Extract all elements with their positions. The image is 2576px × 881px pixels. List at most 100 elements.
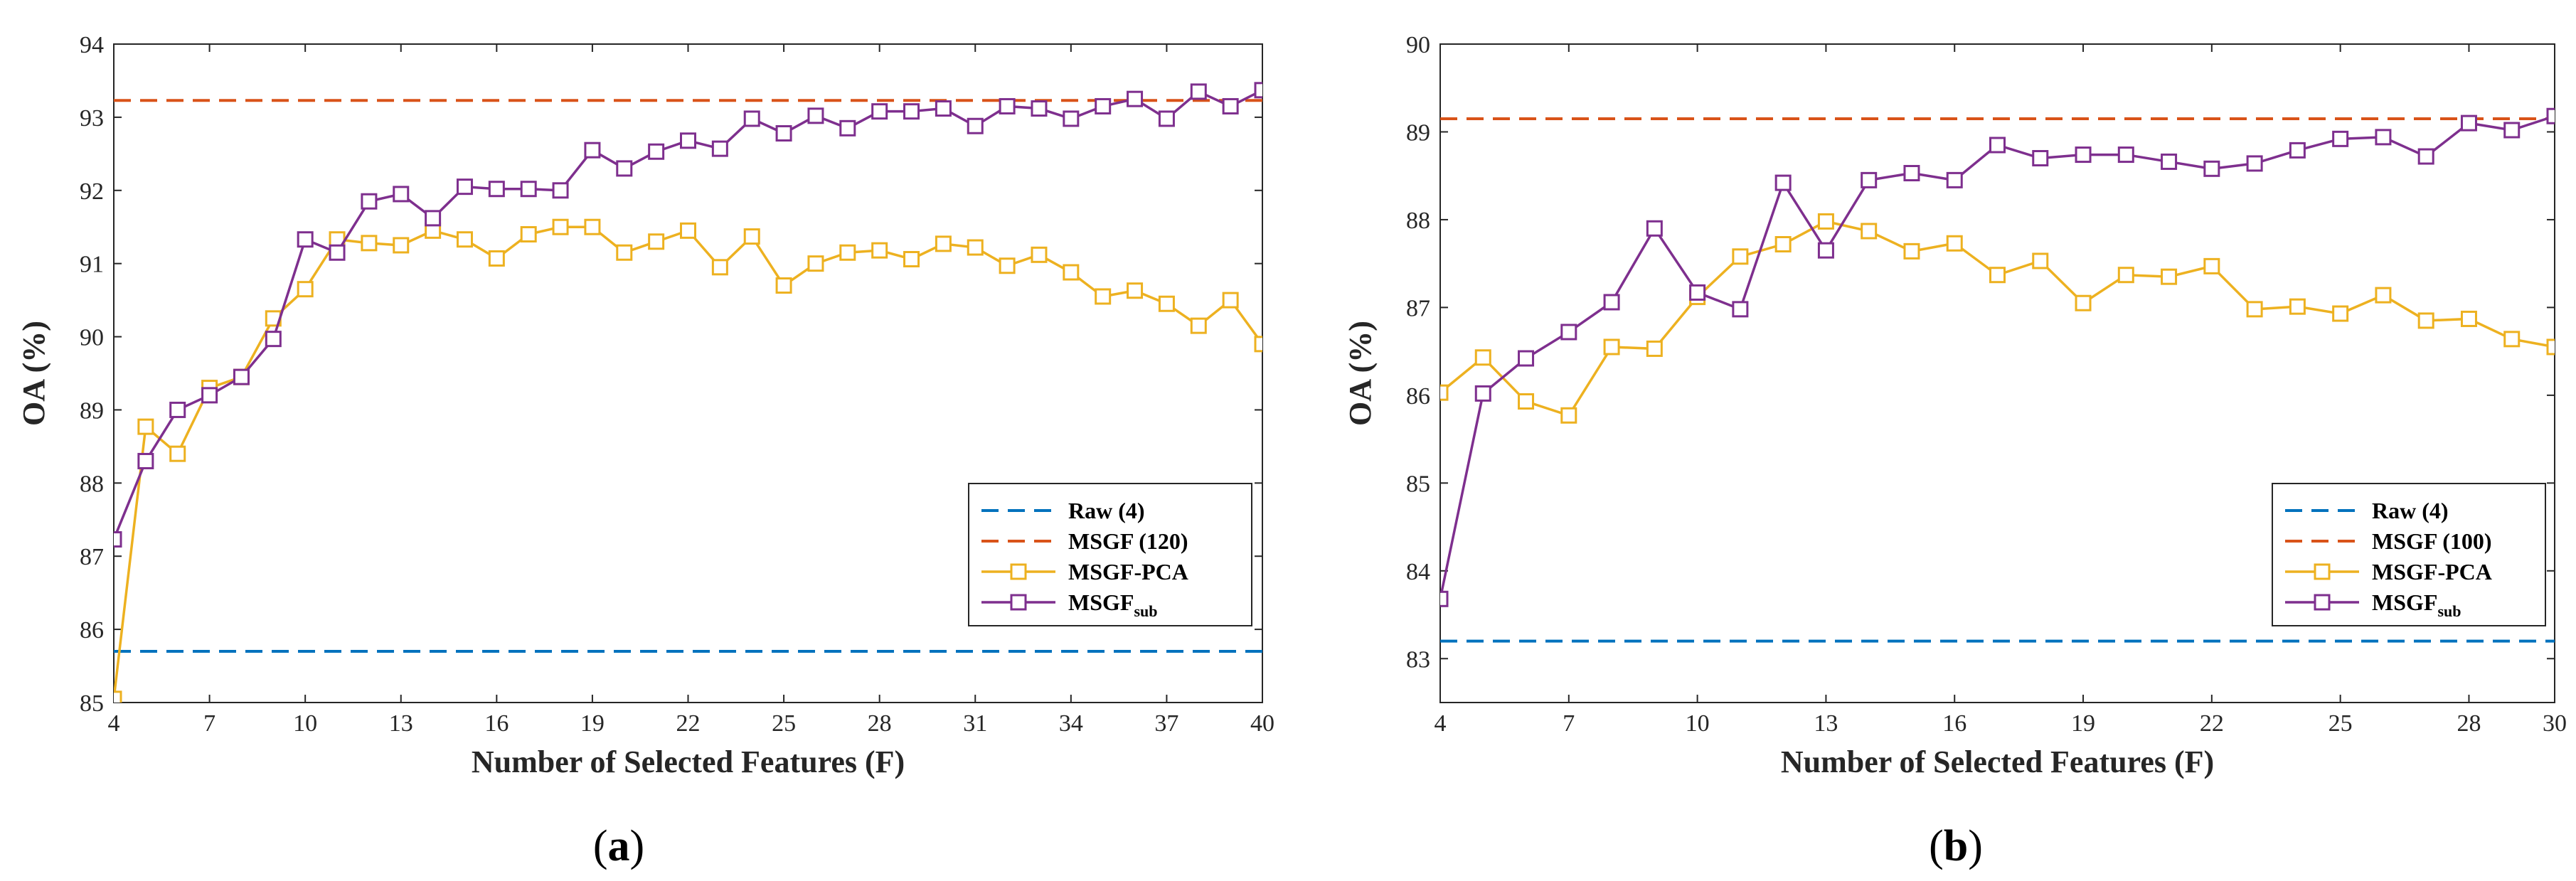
- data-point: [456, 231, 473, 248]
- data-point: [2417, 312, 2434, 329]
- data-point: [265, 331, 282, 348]
- y-tick-label: 90: [1406, 32, 1430, 58]
- data-point: [616, 160, 633, 177]
- legend-label-0: Raw (4): [2372, 498, 2449, 523]
- data-point: [775, 125, 792, 142]
- data-point: [488, 181, 505, 198]
- data-point: [1190, 83, 1207, 100]
- data-point: [1158, 110, 1175, 127]
- data-point: [297, 231, 314, 248]
- data-point: [329, 244, 346, 261]
- data-point: [137, 452, 154, 469]
- y-tick-label: 88: [80, 471, 104, 497]
- data-point: [648, 233, 665, 250]
- y-tick-label: 89: [80, 397, 104, 424]
- data-point: [967, 117, 984, 134]
- data-point: [1158, 295, 1175, 312]
- data-point: [2032, 150, 2049, 167]
- data-point: [1127, 90, 1144, 107]
- legend-label-0: Raw (4): [1068, 498, 1145, 523]
- data-point: [1254, 336, 1262, 353]
- data-point: [2075, 294, 2092, 311]
- data-point: [711, 140, 728, 157]
- data-point: [1127, 282, 1144, 299]
- data-point: [1903, 242, 1920, 260]
- data-point: [999, 257, 1016, 274]
- data-point: [1989, 137, 2006, 154]
- data-point: [871, 242, 888, 259]
- data-point: [114, 690, 122, 703]
- y-tick-label: 89: [1406, 119, 1430, 146]
- data-point: [2246, 155, 2263, 172]
- data-point: [1063, 264, 1080, 281]
- data-point: [2161, 268, 2178, 285]
- data-point: [2375, 129, 2392, 146]
- data-point: [233, 368, 250, 385]
- caption-a: (a): [593, 822, 644, 870]
- data-point: [1095, 288, 1112, 305]
- data-point: [1518, 393, 1535, 410]
- y-tick-label: 87: [80, 544, 104, 570]
- data-point: [1190, 317, 1207, 334]
- y-tick-label: 85: [80, 690, 104, 717]
- data-point: [520, 181, 537, 198]
- x-tick-label: 19: [580, 710, 605, 737]
- x-tick-label: 7: [203, 710, 215, 737]
- x-tick-label: 19: [2071, 710, 2095, 737]
- x-tick-label: 40: [1250, 710, 1274, 737]
- x-tick-label: 37: [1154, 710, 1178, 737]
- legend-label-2: MSGF-PCA: [1068, 559, 1188, 584]
- y-tick-label: 88: [1406, 208, 1430, 234]
- data-point: [1095, 97, 1112, 114]
- x-axis-label: Number of Selected Features (F): [1781, 744, 2214, 779]
- x-tick-label: 25: [772, 710, 796, 737]
- data-point: [1222, 97, 1239, 114]
- data-point: [1861, 171, 1878, 188]
- data-point: [1689, 284, 1706, 301]
- data-point: [2117, 267, 2134, 284]
- data-point: [552, 182, 569, 199]
- y-tick-label: 85: [1406, 471, 1430, 497]
- legend-label-subscript: sub: [1134, 602, 1157, 620]
- data-point: [2460, 310, 2477, 327]
- data-point: [1603, 338, 1620, 356]
- data-point: [2417, 148, 2434, 165]
- chart-a: 4 7 10 13 16 19 22 25 28 31 34 37 40 85 86 87 88 89 90 91 92…: [16, 32, 1274, 779]
- data-point: [839, 244, 856, 261]
- legend-marker-3: [2314, 594, 2331, 611]
- x-tick-label: 16: [1942, 710, 1966, 737]
- y-tick-label: 91: [80, 252, 104, 278]
- data-point: [871, 103, 888, 120]
- data-point: [999, 97, 1016, 114]
- data-point: [935, 100, 952, 117]
- data-point: [2032, 252, 2049, 269]
- x-tick-label: 31: [963, 710, 987, 737]
- data-point: [1518, 350, 1535, 367]
- x-tick-label: 22: [676, 710, 701, 737]
- data-point: [2332, 130, 2349, 147]
- data-point: [2117, 146, 2134, 164]
- data-point: [2332, 305, 2349, 322]
- series-layer: [1440, 107, 2555, 643]
- x-tick-label: 34: [1059, 710, 1083, 737]
- series-layer: [114, 82, 1262, 703]
- data-point: [2203, 160, 2220, 177]
- data-point: [114, 531, 122, 548]
- x-tick-label: 13: [1814, 710, 1838, 737]
- caption-a-letter: a: [608, 822, 630, 870]
- data-point: [2503, 122, 2521, 139]
- chart-b: 4 7 10 13 16 19 22 25 28 30 83 84 85 86 87 88 89 90 Number…: [1343, 32, 2567, 779]
- data-point: [1560, 407, 1577, 424]
- data-point: [743, 110, 760, 127]
- data-point: [1440, 590, 1449, 607]
- data-point: [137, 418, 154, 435]
- data-point: [711, 259, 728, 276]
- data-point: [680, 132, 696, 149]
- x-tick-label: 10: [1686, 710, 1710, 737]
- data-point: [1474, 385, 1491, 402]
- data-point: [2546, 338, 2555, 356]
- y-tick-label: 83: [1406, 646, 1430, 673]
- data-point: [1732, 248, 1749, 265]
- legend-marker-2: [2314, 563, 2331, 580]
- data-point: [807, 107, 824, 124]
